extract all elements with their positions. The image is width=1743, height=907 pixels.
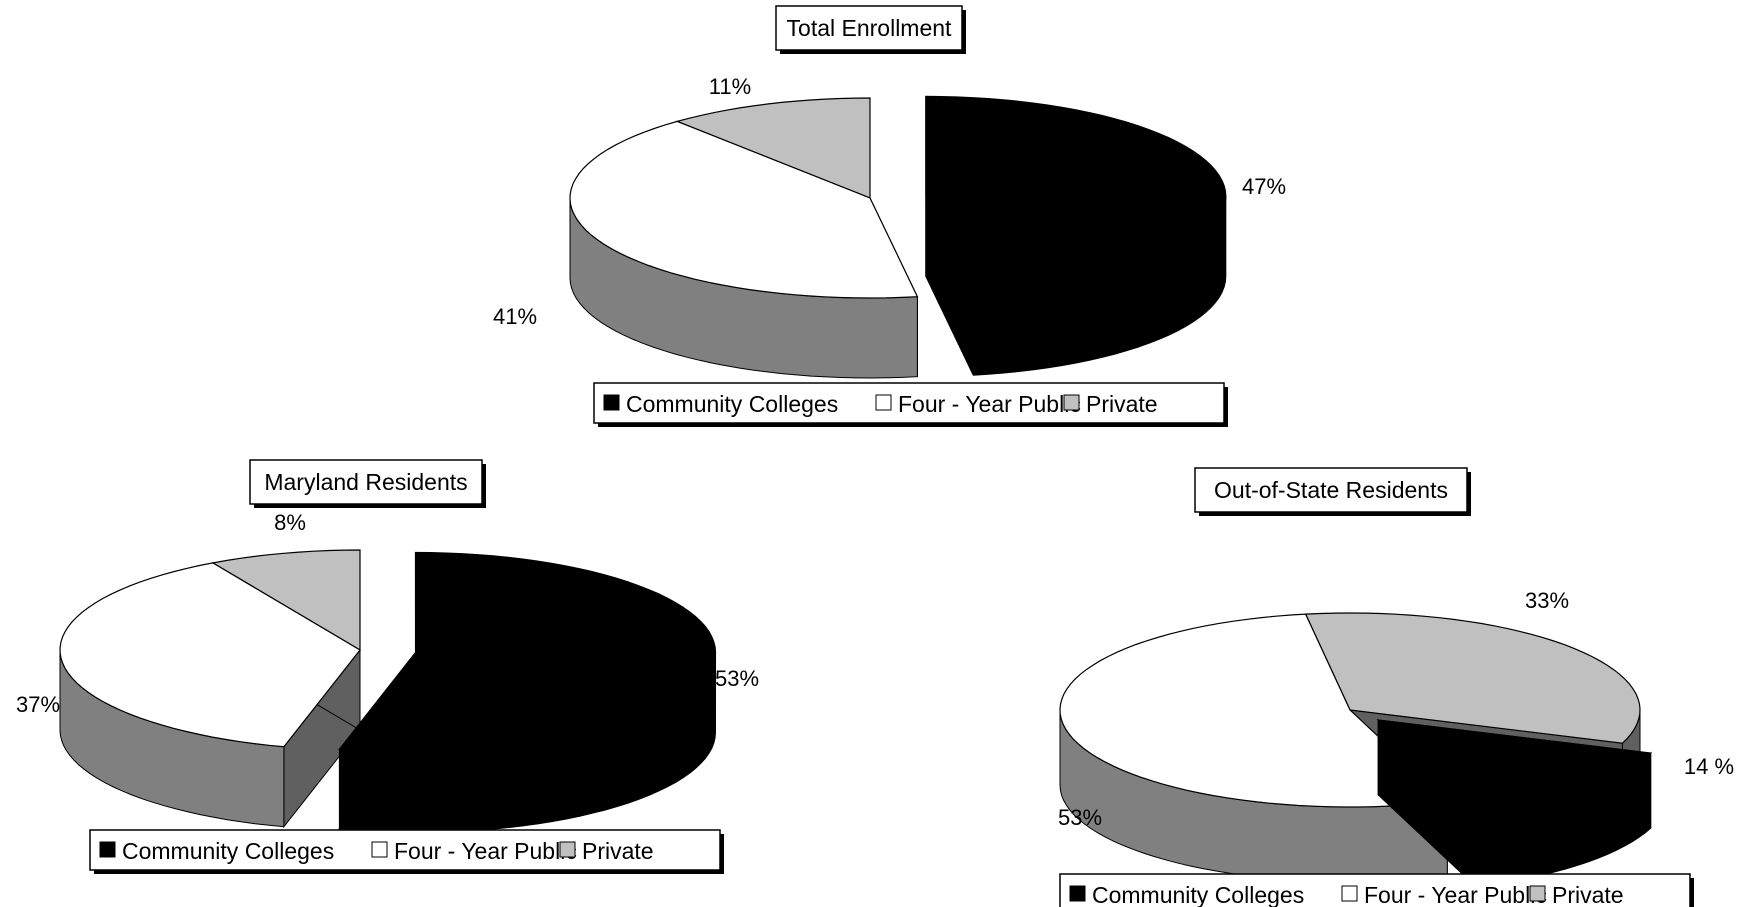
data-label: 14 %: [1684, 754, 1734, 779]
data-label: 11%: [709, 74, 751, 99]
legend-label: Four - Year Public: [1364, 882, 1547, 907]
legend-label: Community Colleges: [1092, 882, 1304, 907]
pie-chart-1: Total Enrollment 47% 41% 11% Community Colle…: [493, 6, 1286, 427]
data-label: 37%: [16, 692, 60, 717]
legend-label: Community Colleges: [626, 391, 838, 417]
legend-swatch-four-year-public: [876, 395, 891, 410]
data-label: 47%: [1242, 174, 1286, 199]
legend-swatch-community-colleges: [100, 842, 115, 857]
data-label: 53%: [1058, 805, 1102, 830]
data-label: 41%: [493, 304, 537, 329]
legend-swatch-four-year-public: [372, 842, 387, 857]
legend-swatch-community-colleges: [1070, 886, 1085, 901]
legend-label: Private: [582, 838, 654, 864]
legend-label: Four - Year Public: [394, 838, 577, 864]
legend-swatch-private: [1064, 395, 1079, 410]
legend-label: Private: [1552, 882, 1624, 907]
data-label: 53%: [715, 666, 759, 691]
legend-label: Private: [1086, 391, 1158, 417]
legend-swatch-four-year-public: [1342, 886, 1357, 901]
data-label: 8%: [274, 510, 306, 535]
chart-title: Out-of-State Residents: [1214, 477, 1448, 503]
pie-chart-2: Maryland Residents 53% 37% 8% Community Coll…: [16, 460, 759, 874]
legend-swatch-community-colleges: [604, 395, 619, 410]
legend-swatch-private: [560, 842, 575, 857]
chart-title: Maryland Residents: [264, 469, 467, 495]
legend-label: Community Colleges: [122, 838, 334, 864]
pie-slice-community-colleges: [339, 553, 715, 833]
data-label: 33%: [1525, 588, 1569, 613]
chart-title: Total Enrollment: [787, 15, 953, 41]
legend-label: Four - Year Public: [898, 391, 1081, 417]
pie-slice-community-colleges: [926, 96, 1226, 375]
legend-swatch-private: [1530, 886, 1545, 901]
pie-chart-3: Out-of-State Residents 14 % 53% 33% Communit…: [1058, 468, 1734, 907]
